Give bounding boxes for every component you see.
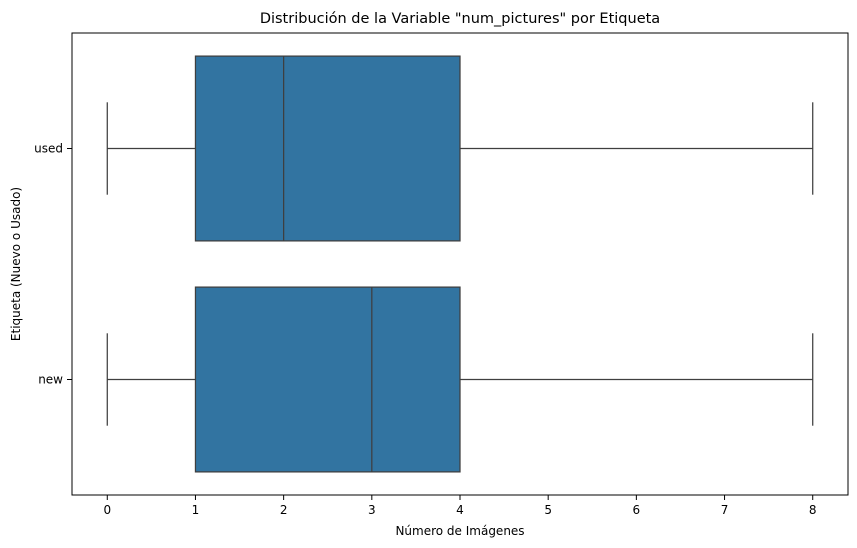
chart-title: Distribución de la Variable "num_picture… bbox=[260, 11, 660, 27]
x-tick-label: 0 bbox=[103, 503, 111, 517]
y-tick-label: new bbox=[38, 373, 63, 387]
y-axis-label: Etiqueta (Nuevo o Usado) bbox=[9, 187, 23, 341]
iqr-box bbox=[194, 55, 461, 242]
x-tick-label: 8 bbox=[809, 503, 817, 517]
box-used bbox=[106, 55, 814, 242]
x-axis-label: Número de Imágenes bbox=[395, 524, 524, 538]
x-tick-label: 5 bbox=[544, 503, 552, 517]
iqr-box bbox=[194, 286, 461, 473]
plot-area bbox=[106, 55, 814, 473]
x-tick-label: 7 bbox=[721, 503, 729, 517]
y-tick-label: used bbox=[34, 142, 63, 156]
y-axis: used new bbox=[34, 142, 72, 387]
x-axis: 0 1 2 3 4 5 6 7 8 bbox=[103, 495, 817, 517]
box-new bbox=[106, 286, 814, 473]
x-tick-label: 3 bbox=[368, 503, 376, 517]
x-tick-label: 1 bbox=[192, 503, 200, 517]
x-tick-label: 6 bbox=[633, 503, 641, 517]
x-tick-label: 2 bbox=[280, 503, 288, 517]
x-tick-label: 4 bbox=[456, 503, 464, 517]
